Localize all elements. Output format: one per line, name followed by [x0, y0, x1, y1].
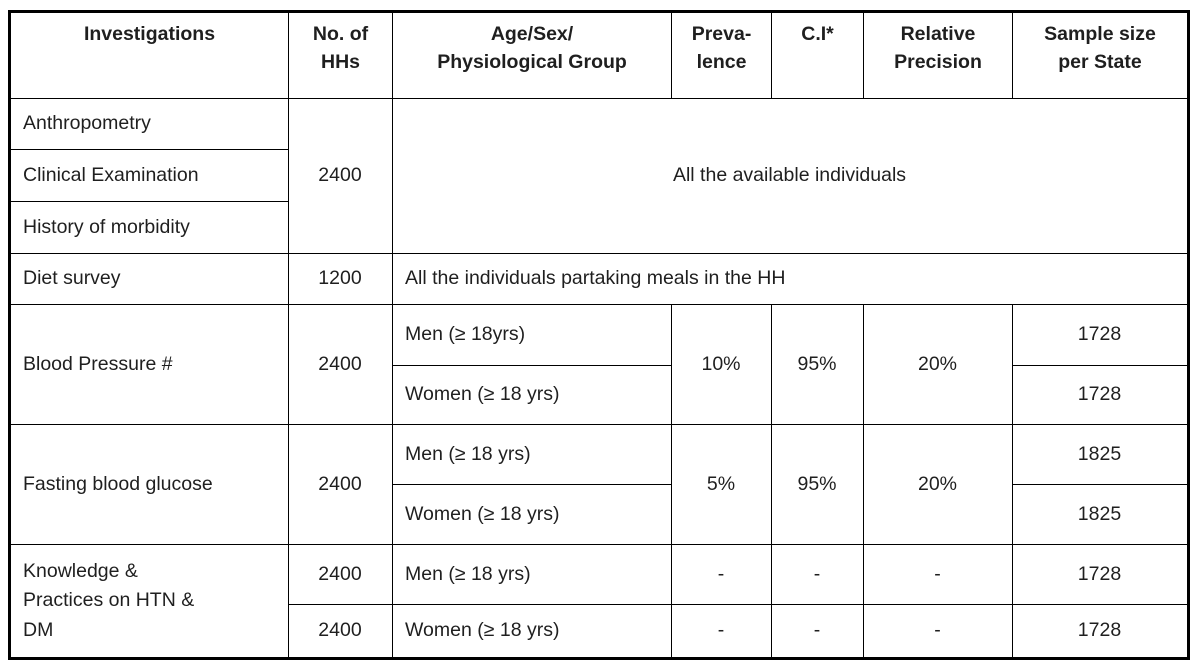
cell-kp-men-hhs: 2400 — [288, 544, 393, 605]
cell-kp-women-group: Women (≥ 18 yrs) — [392, 604, 672, 659]
cell-fbg-prevalence: 5% — [671, 424, 772, 545]
table-row: Diet survey 1200 All the individuals par… — [9, 253, 1189, 305]
cell-bp-women-group: Women (≥ 18 yrs) — [392, 365, 672, 425]
col-header-no-of-hhs: No. of HHs — [288, 11, 393, 99]
col-header-prevalence: Preva- lence — [671, 11, 772, 99]
cell-bp-men-group: Men (≥ 18yrs) — [392, 304, 672, 366]
knowledge-practices-label: Knowledge & Practices on HTN & DM — [23, 560, 195, 641]
cell-investigation-clinical-examination: Clinical Examination — [9, 149, 289, 202]
cell-bp-relative-precision: 20% — [863, 304, 1013, 425]
col-header-relative-precision: Relative Precision — [863, 11, 1013, 99]
table-row: Knowledge & Practices on HTN & DM 2400 M… — [9, 544, 1189, 659]
cell-hhs-diet-survey: 1200 — [288, 253, 393, 305]
table-row: Fasting blood glucose 2400 Men (≥ 18 yrs… — [9, 424, 1189, 545]
table-row: Women (≥ 18 yrs) 1728 — [10, 365, 1189, 425]
header-row: Investigations No. of HHs Age/Sex/ Physi… — [9, 11, 1189, 99]
table-row: Women (≥ 18 yrs) 1825 — [10, 484, 1189, 545]
survey-sampling-table: Investigations No. of HHs Age/Sex/ Physi… — [8, 10, 1190, 660]
cell-bp-women-sample: 1728 — [1012, 365, 1189, 425]
cell-kp-women-ci: - — [771, 604, 864, 659]
table-row: Anthropometry 2400 All the available ind… — [9, 98, 1189, 254]
cell-investigation-anthropometry: Anthropometry — [9, 98, 289, 150]
cell-investigation-knowledge-practices: Knowledge & Practices on HTN & DM — [9, 544, 289, 659]
cell-investigation-diet-survey: Diet survey — [9, 253, 289, 305]
cell-kp-women-relative-precision: - — [863, 604, 1013, 659]
cell-bp-men-sample: 1728 — [1012, 304, 1189, 366]
cell-hhs-fasting-blood-glucose: 2400 — [288, 424, 393, 545]
cell-fbg-women-group: Women (≥ 18 yrs) — [392, 484, 672, 545]
cell-note-partaking-meals: All the individuals partaking meals in t… — [392, 253, 1189, 305]
cell-fbg-women-sample: 1825 — [1012, 484, 1189, 545]
table-row: Blood Pressure # 2400 Men (≥ 18yrs) 10% … — [9, 304, 1189, 425]
col-header-investigations: Investigations — [9, 11, 289, 99]
cell-kp-women-prevalence: - — [671, 604, 772, 659]
cell-fbg-men-group: Men (≥ 18 yrs) — [392, 424, 672, 485]
col-header-age-sex-group: Age/Sex/ Physiological Group — [392, 11, 672, 99]
table-row: 2400 Women (≥ 18 yrs) - - - 1728 — [10, 604, 1189, 659]
cell-kp-men-sample: 1728 — [1012, 544, 1189, 605]
cell-fbg-men-sample: 1825 — [1012, 424, 1189, 485]
cell-kp-men-ci: - — [771, 544, 864, 605]
cell-kp-men-prevalence: - — [671, 544, 772, 605]
cell-hhs-blood-pressure: 2400 — [288, 304, 393, 425]
col-header-ci: C.I* — [771, 11, 864, 99]
cell-bp-prevalence: 10% — [671, 304, 772, 425]
cell-fbg-ci: 95% — [771, 424, 864, 545]
cell-fbg-relative-precision: 20% — [863, 424, 1013, 545]
table-row: History of morbidity — [9, 201, 1189, 254]
cell-investigation-fasting-blood-glucose: Fasting blood glucose — [9, 424, 289, 545]
cell-investigation-blood-pressure: Blood Pressure # — [9, 304, 289, 425]
cell-hhs-group1: 2400 — [288, 98, 393, 254]
cell-kp-men-relative-precision: - — [863, 544, 1013, 605]
col-header-sample-size: Sample size per State — [1012, 11, 1189, 99]
table-row: Clinical Examination — [9, 149, 1189, 202]
cell-kp-men-group: Men (≥ 18 yrs) — [392, 544, 672, 605]
cell-bp-ci: 95% — [771, 304, 864, 425]
cell-investigation-history-of-morbidity: History of morbidity — [9, 201, 289, 254]
cell-note-all-available-individuals: All the available individuals — [392, 98, 1189, 254]
cell-kp-women-sample: 1728 — [1012, 604, 1189, 659]
cell-kp-women-hhs: 2400 — [288, 604, 393, 659]
